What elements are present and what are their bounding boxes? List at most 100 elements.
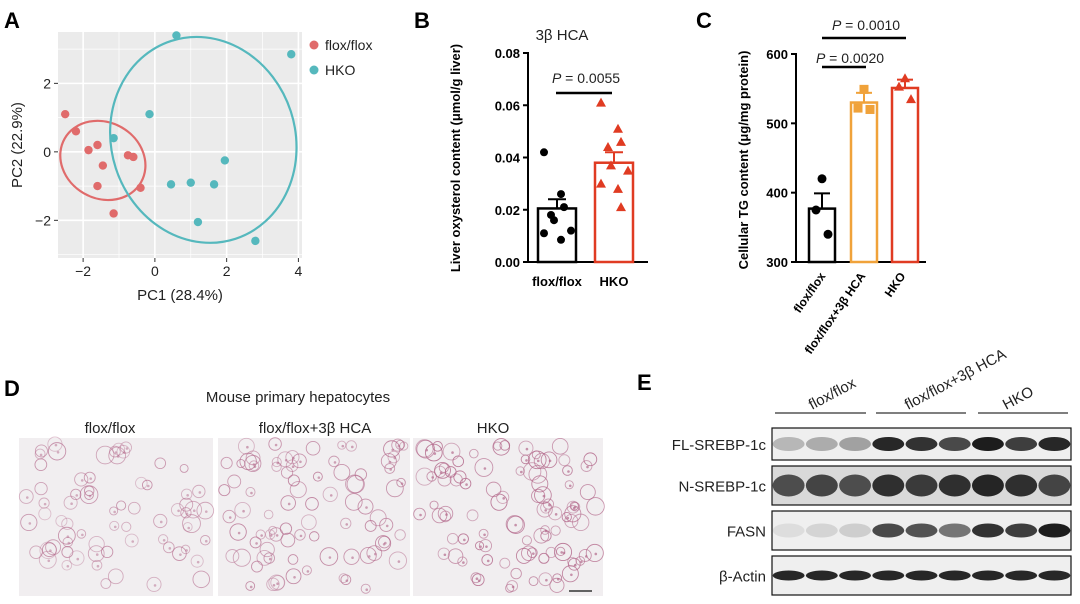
band [805, 437, 838, 451]
y-axis-label: Cellular TG content (μg/mg protein) [736, 51, 751, 270]
droplet [95, 553, 99, 556]
cell [154, 457, 167, 470]
cell [190, 554, 204, 568]
cell [88, 536, 105, 553]
cell [107, 568, 124, 585]
cell [182, 514, 201, 533]
bar [890, 86, 920, 264]
panel-title: Mouse primary hepatocytes [206, 389, 390, 406]
droplet [299, 460, 302, 464]
droplet [66, 564, 70, 568]
cell [499, 557, 511, 569]
droplet [114, 451, 118, 454]
droplet [96, 564, 100, 568]
point-hko [109, 133, 118, 143]
cell [556, 546, 566, 557]
droplet [250, 491, 253, 495]
lane-group-headers: flox/flox flox/flox+3β HCA HKO [775, 346, 1068, 414]
micrograph-hko [413, 438, 605, 596]
band [905, 523, 938, 538]
micrograph-flox-3bhca [218, 437, 410, 596]
droplet [385, 524, 389, 528]
point-flox [84, 145, 93, 155]
cell [580, 460, 593, 472]
droplet [131, 540, 135, 543]
cell [200, 534, 211, 546]
cell [225, 549, 240, 563]
band [938, 474, 971, 497]
y-axis-label: Liver oxysterol content (μmol/g liver) [448, 44, 463, 272]
droplet [419, 513, 422, 517]
cell [61, 559, 73, 571]
point-hko [606, 160, 616, 170]
cell [182, 522, 193, 532]
cell [424, 443, 443, 462]
point-hko [613, 123, 623, 133]
data-points [60, 31, 296, 246]
cell [562, 465, 573, 476]
image-label-flox: flox/flox [85, 420, 136, 437]
droplet [275, 534, 279, 537]
point-flox-3bhca [853, 103, 863, 113]
cell [84, 490, 94, 500]
cell [47, 442, 67, 461]
cell [38, 497, 50, 509]
panel-a-pca-plot: −2 0 2 4 −2 0 2 PC1 (28.4%) PC2 (22.9%) flox/f… [9, 31, 372, 304]
droplet [317, 476, 321, 479]
point-flox [560, 203, 568, 212]
droplet [580, 560, 583, 564]
cell [29, 545, 43, 559]
cell [528, 464, 548, 484]
legend-label-flox: flox/flox [325, 37, 372, 53]
blot-label: FASN [727, 524, 766, 541]
band [872, 523, 905, 538]
cell [162, 541, 175, 554]
droplet [548, 503, 551, 507]
cell [447, 548, 464, 564]
point-hko [145, 109, 154, 119]
cell [259, 541, 275, 558]
point-hko [603, 142, 613, 152]
band [872, 437, 905, 451]
cell [520, 454, 531, 465]
y-tick-label: 400 [766, 186, 788, 201]
band [1005, 437, 1038, 451]
droplet [400, 482, 404, 485]
cell [116, 500, 127, 511]
droplet [268, 557, 272, 561]
droplet [514, 523, 517, 527]
cell [232, 548, 251, 567]
point-hko [287, 50, 296, 59]
cell [222, 509, 236, 524]
cell [271, 461, 282, 472]
p-value-label: P = 0.0055 [552, 70, 620, 86]
category-label-hko: HKO [882, 270, 909, 300]
cell [338, 573, 349, 584]
cell [112, 442, 126, 456]
cell [446, 532, 459, 545]
droplet [299, 534, 303, 538]
cell [378, 535, 391, 549]
cell [431, 507, 448, 524]
band [971, 570, 1004, 581]
band [971, 474, 1004, 497]
significance-brackets: P = 0.0020 P = 0.0010 [816, 17, 906, 69]
band [805, 570, 838, 581]
cell [569, 501, 579, 511]
point-flox [98, 161, 108, 170]
band [772, 523, 805, 538]
cell [34, 444, 48, 458]
cell [69, 550, 85, 566]
point-flox [817, 174, 827, 184]
cell [256, 549, 273, 566]
droplet [153, 584, 157, 587]
band [971, 437, 1004, 451]
droplet [554, 513, 558, 516]
cell [305, 441, 321, 456]
droplet [179, 553, 182, 556]
cell [95, 445, 115, 465]
point-hko [906, 94, 916, 104]
cell [469, 448, 479, 459]
droplet [246, 445, 249, 449]
droplet [548, 459, 552, 463]
